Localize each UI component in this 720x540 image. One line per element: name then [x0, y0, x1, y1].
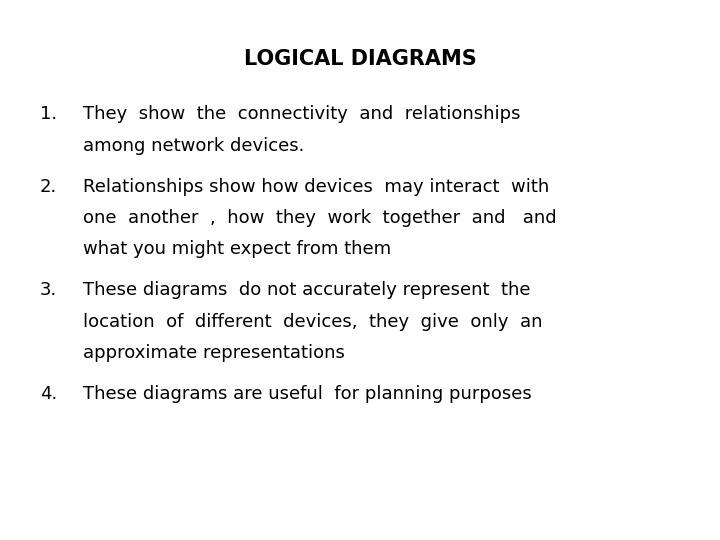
- Text: Relationships show how devices  may interact  with: Relationships show how devices may inter…: [83, 178, 549, 195]
- Text: 4.: 4.: [40, 385, 57, 403]
- Text: location  of  different  devices,  they  give  only  an: location of different devices, they give…: [83, 313, 542, 330]
- Text: These diagrams  do not accurately represent  the: These diagrams do not accurately represe…: [83, 281, 531, 299]
- Text: 2.: 2.: [40, 178, 57, 195]
- Text: among network devices.: among network devices.: [83, 137, 304, 154]
- Text: 1.: 1.: [40, 105, 57, 123]
- Text: 3.: 3.: [40, 281, 57, 299]
- Text: approximate representations: approximate representations: [83, 344, 345, 362]
- Text: They  show  the  connectivity  and  relationships: They show the connectivity and relations…: [83, 105, 521, 123]
- Text: These diagrams are useful  for planning purposes: These diagrams are useful for planning p…: [83, 385, 531, 403]
- Text: what you might expect from them: what you might expect from them: [83, 240, 391, 258]
- Text: one  another  ,  how  they  work  together  and   and: one another , how they work together and…: [83, 209, 557, 227]
- Text: LOGICAL DIAGRAMS: LOGICAL DIAGRAMS: [243, 49, 477, 69]
